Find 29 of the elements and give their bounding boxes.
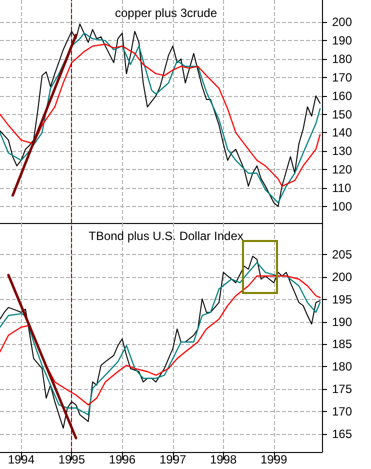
x-tick-label: 1994	[8, 452, 35, 466]
y-tick-label: 165	[332, 427, 352, 442]
y-tick-label: 190	[332, 34, 352, 48]
y-tick-label: 200	[332, 270, 352, 284]
x-tick-label: 1997	[159, 452, 186, 466]
y-tick-label: 175	[332, 382, 352, 396]
y-tick-label: 170	[332, 404, 352, 419]
y-tick-label: 100	[332, 199, 352, 214]
y-tick-label: 110	[332, 180, 352, 195]
y-tick-label: 195	[332, 292, 352, 306]
y-tick-label: 150	[332, 107, 352, 122]
x-tick-label: 1998	[210, 452, 238, 466]
text: copper plus 3crude	[114, 6, 218, 20]
y-tick-label: 190	[332, 314, 352, 329]
x-tick-label: 1999	[260, 452, 288, 466]
y-tick-label: 205	[332, 247, 352, 262]
y-tick-label: 160	[332, 88, 352, 103]
y-tick-label: 185	[332, 337, 352, 352]
y-tick-label: 170	[332, 70, 352, 84]
x-tick-label: 1995	[58, 452, 86, 466]
y-tick-label: 140	[332, 126, 352, 140]
x-tick-label: 1996	[108, 452, 136, 466]
y-tick-label: 120	[332, 162, 352, 177]
y-tick-label: 180	[332, 360, 352, 374]
line-series	[0, 44, 321, 187]
y-tick-label: 130	[332, 144, 352, 158]
y-tick-label: 200	[332, 15, 352, 30]
y-tick-label: 180	[332, 52, 352, 66]
text: TBond plus U.S. Dollar Index	[88, 229, 244, 243]
